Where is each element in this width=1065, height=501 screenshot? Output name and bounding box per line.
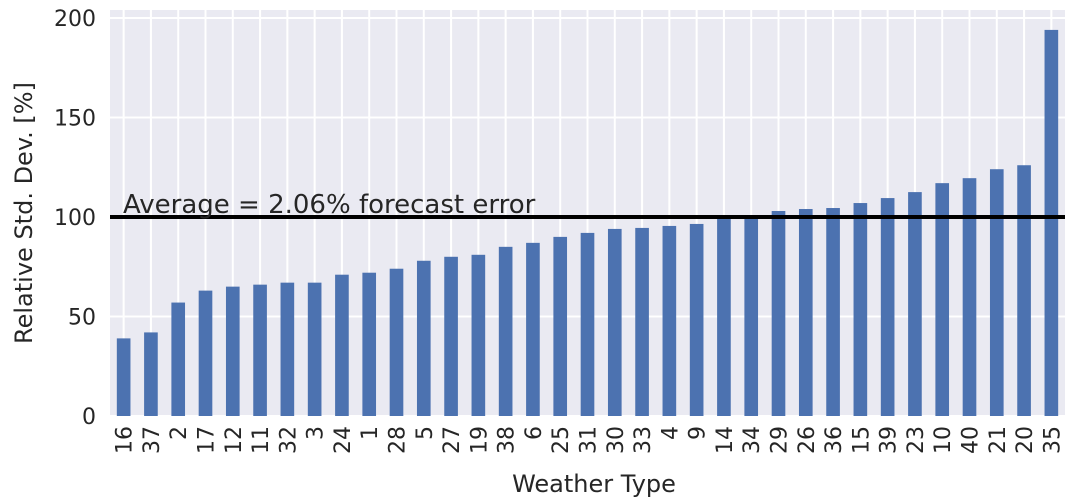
- x-tick-label: 16: [113, 426, 138, 454]
- bar: [1044, 29, 1059, 417]
- bar: [471, 254, 486, 416]
- x-tick-label: 24: [331, 426, 356, 454]
- bar: [908, 192, 922, 416]
- x-tick-label: 23: [904, 426, 929, 454]
- y-tick-label: 150: [54, 106, 96, 131]
- x-tick-label: 38: [495, 426, 520, 454]
- x-tick-label: 12: [222, 426, 247, 454]
- x-tick-label: 2: [167, 426, 192, 440]
- bar: [198, 290, 213, 416]
- x-tick-label: 3: [304, 426, 329, 440]
- y-tick-label: 200: [54, 7, 96, 32]
- x-tick-label: 4: [658, 426, 683, 440]
- bar: [880, 198, 895, 416]
- bar: [553, 236, 568, 416]
- bar: [989, 169, 1004, 416]
- bar: [444, 256, 458, 416]
- bar: [116, 338, 131, 416]
- bar: [144, 332, 158, 416]
- bar: [771, 211, 786, 416]
- x-tick-label: 6: [522, 426, 547, 440]
- x-tick-label: 40: [959, 426, 984, 454]
- bar: [362, 272, 377, 416]
- x-tick-label: 29: [768, 426, 793, 454]
- reference-label: Average = 2.06% forecast error: [123, 190, 536, 220]
- bar: [225, 286, 240, 416]
- x-tick-label: 1: [358, 426, 383, 440]
- x-tick-label: 15: [849, 426, 874, 454]
- bar: [335, 274, 349, 416]
- bar: [1017, 165, 1031, 416]
- bar: [607, 228, 622, 416]
- bar: [962, 178, 977, 416]
- bar: [389, 268, 404, 416]
- x-tick-label: 32: [276, 426, 301, 454]
- x-tick-label: 11: [249, 426, 274, 454]
- x-tick-label: 25: [549, 426, 574, 454]
- x-tick-label: 19: [467, 426, 492, 454]
- x-tick-label: 39: [877, 426, 902, 454]
- x-tick-label: 27: [440, 426, 465, 454]
- y-axis-label: Relative Std. Dev. [%]: [10, 82, 38, 344]
- bar: [662, 225, 677, 416]
- x-tick-label: 20: [1013, 426, 1038, 454]
- bar: [826, 208, 840, 416]
- bar: [717, 216, 731, 416]
- x-tick-label: 5: [413, 426, 438, 440]
- bar: [171, 302, 186, 416]
- bar: [498, 246, 513, 416]
- bar: [744, 215, 759, 416]
- bar: [526, 242, 540, 416]
- bar: [307, 282, 322, 416]
- x-tick-label: 36: [822, 426, 847, 454]
- x-tick-label: 14: [713, 426, 738, 454]
- bar: [280, 282, 295, 416]
- x-tick-label: 28: [386, 426, 411, 454]
- y-tick-label: 100: [54, 206, 96, 231]
- bar: [416, 260, 431, 416]
- x-tick-label: 30: [604, 426, 629, 454]
- x-tick-label: 9: [686, 426, 711, 440]
- y-tick-label: 0: [82, 405, 96, 430]
- bar: [580, 232, 595, 416]
- x-tick-label: 31: [577, 426, 602, 454]
- bar: [853, 203, 868, 416]
- x-tick-label: 37: [140, 426, 165, 454]
- x-tick-label: 10: [931, 426, 956, 454]
- x-tick-label: 26: [795, 426, 820, 454]
- bar: [635, 227, 649, 416]
- x-tick-label: 35: [1040, 426, 1065, 454]
- bar: [689, 223, 704, 416]
- x-axis-label: Weather Type: [512, 470, 676, 498]
- y-tick-label: 50: [68, 305, 96, 330]
- bar: [935, 183, 950, 416]
- bar: [798, 209, 813, 416]
- x-tick-label: 34: [740, 426, 765, 454]
- x-tick-label: 17: [195, 426, 220, 454]
- bar: [253, 284, 267, 416]
- x-tick-label: 21: [986, 426, 1011, 454]
- x-tick-label: 33: [631, 426, 656, 454]
